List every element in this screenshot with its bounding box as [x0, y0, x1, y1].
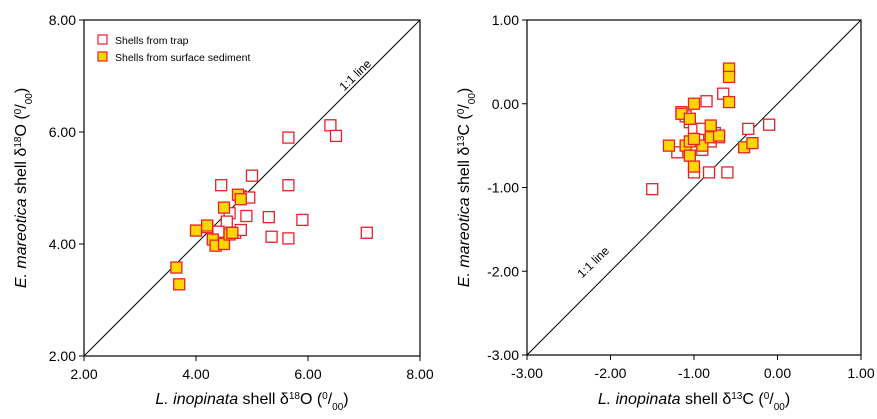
sediment-point	[683, 149, 696, 162]
x-tick-label: 2.00	[70, 366, 97, 382]
trap-point	[742, 122, 755, 136]
trap-point	[282, 179, 295, 192]
sediment-point	[696, 139, 709, 152]
y-tick-label: -3.00	[487, 347, 519, 363]
one-to-one-label: 1:1 line	[336, 56, 374, 93]
trap-point	[702, 166, 716, 179]
y-axis-label: E. mareotica shell δ18O (0/00)	[13, 88, 35, 288]
legend-label: Shells from trap	[115, 35, 189, 47]
sediment-point	[173, 278, 186, 291]
trap-point	[296, 213, 309, 227]
sediment-point	[712, 129, 726, 142]
trap-point	[282, 232, 295, 245]
trap-point	[360, 226, 373, 239]
y-tick-label: 0.00	[492, 96, 519, 112]
y-tick-label: 2.00	[49, 348, 76, 364]
trap-point	[324, 119, 337, 132]
x-axis-label: L. inopinata shell δ13C (0/00)	[598, 391, 790, 413]
x-tick-label: -3.00	[511, 365, 543, 381]
sediment-point	[201, 219, 214, 232]
trap-point	[282, 131, 295, 144]
sediment-point	[746, 136, 759, 150]
sediment-point	[170, 261, 183, 274]
trap-point	[220, 215, 233, 228]
trap-point	[262, 210, 275, 224]
one-to-one-line	[526, 19, 862, 356]
trap-point	[329, 129, 343, 143]
y-tick-label: 6.00	[49, 124, 76, 140]
sediment-point	[217, 201, 231, 214]
y-tick-label: -2.00	[487, 263, 519, 279]
x-tick-label: 4.00	[182, 366, 209, 382]
sediment-point	[704, 119, 717, 132]
plot-frame	[83, 19, 421, 357]
y-tick-label: 1.00	[492, 12, 519, 28]
x-axis-label: L. inopinata shell δ18O (0/00)	[155, 391, 348, 413]
trap-point	[700, 95, 713, 108]
one-to-one-line	[83, 19, 421, 357]
sediment-point	[722, 95, 736, 109]
y-tick-label: 4.00	[49, 236, 76, 252]
x-tick-label: -1.00	[678, 365, 710, 381]
sediment-point	[722, 70, 736, 84]
y-axis-label: E. mareotica shell δ13C (0/00)	[456, 88, 478, 287]
sediment-point	[662, 139, 676, 152]
sediment-point	[687, 97, 701, 110]
trap-point	[721, 166, 734, 179]
sediment-point	[234, 193, 247, 206]
legend-marker	[97, 51, 108, 62]
trap-point	[215, 179, 228, 192]
sediment-point	[189, 224, 203, 237]
trap-point	[245, 169, 259, 182]
x-tick-label: -2.00	[595, 365, 627, 381]
panel-oxygen: 1:1 line 2.00 4.00 6.00 8.00 2.00 4.00 6.00 8.00…	[13, 12, 434, 413]
legend-label: Shells from surface sediment	[115, 52, 250, 64]
sediment-point	[226, 226, 239, 239]
sediment-point	[687, 160, 701, 173]
legend: Shells from trap Shells from surface sedi…	[97, 34, 250, 64]
x-tick-label: 6.00	[294, 366, 321, 382]
x-tick-label: 8.00	[406, 366, 433, 382]
trap-point	[240, 209, 253, 223]
x-tick-label: 0.00	[764, 365, 791, 381]
y-tick-label: -1.00	[487, 180, 519, 196]
trap-point	[646, 183, 659, 196]
y-tick-label: 8.00	[49, 12, 76, 28]
trap-point	[265, 230, 278, 243]
x-tick-label: 1.00	[847, 365, 874, 381]
panel-carbon: 1:1 line-3.00 -2.00 -1.00 0.00 1.00-3.00-2.0…	[456, 12, 875, 413]
sediment-point	[683, 112, 696, 125]
sediment-point	[687, 132, 701, 146]
trap-point	[671, 146, 684, 159]
trap-point	[763, 118, 776, 131]
legend-marker	[97, 34, 108, 45]
